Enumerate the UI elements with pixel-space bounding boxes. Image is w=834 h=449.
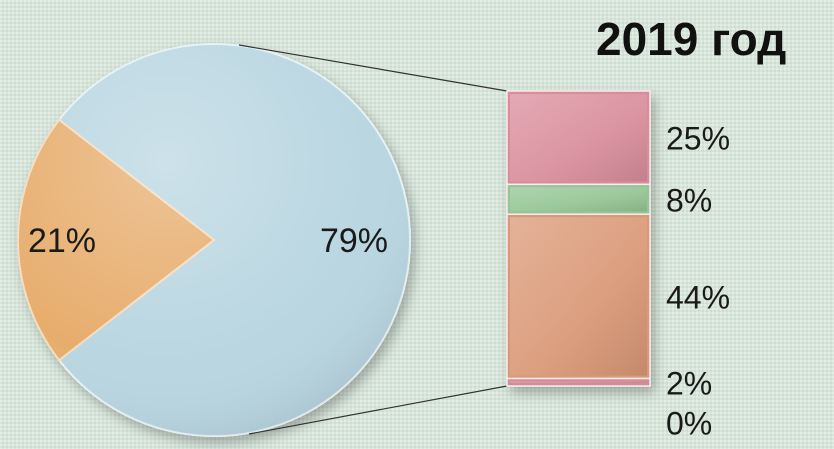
- bar-label-1: 25%: [666, 121, 730, 157]
- stacked-bar: [506, 90, 651, 387]
- bar-label-2: 8%: [666, 182, 712, 218]
- bar-segment-1: [506, 90, 651, 186]
- chart-title: 2019 год: [596, 13, 787, 65]
- connector-lines: [238, 44, 508, 435]
- connector-line-bottom: [248, 385, 508, 435]
- pie-label-secondary: 21%: [28, 222, 96, 260]
- bar-label-4: 2%: [666, 365, 712, 401]
- pie-label-main: 79%: [320, 222, 388, 260]
- bar-label-5: 0%: [666, 405, 712, 441]
- bar-segment-4: [506, 377, 651, 387]
- data-labels: 79% 21% 25% 8% 44% 2% 0%: [28, 121, 730, 442]
- bar-label-3: 44%: [666, 279, 730, 315]
- bar-segment-2: [506, 183, 651, 215]
- bar-segment-3: [506, 213, 651, 380]
- connector-line-top: [238, 44, 508, 92]
